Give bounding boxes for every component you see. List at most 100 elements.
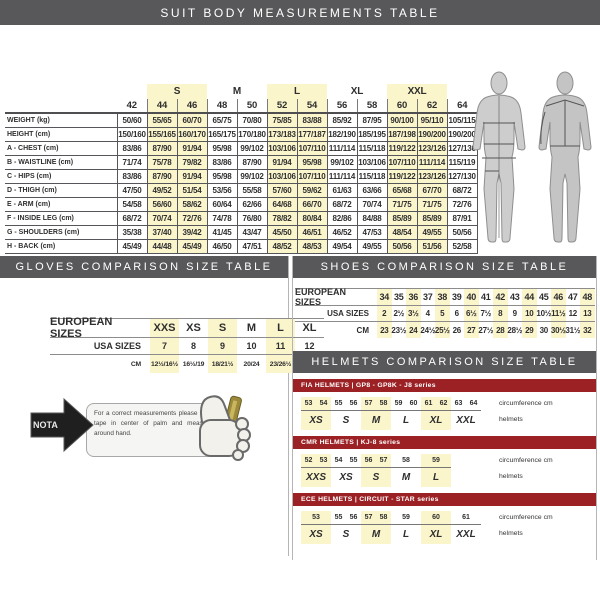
suit-cell: 85/92 [326,112,358,128]
suit-cell: 185/195 [356,127,388,142]
gloves-row-label: CM [130,360,141,368]
helmet-size-label: L [432,472,440,483]
suit-cell: 51/56 [416,239,448,254]
gloves-cell: 18/21½ [208,355,237,373]
suit-table-row: E - ARM (cm) 54/58 56/60 58/62 60/64 62/66 64/… [5,197,478,212]
gloves-cell: 9 [208,338,237,355]
suit-cell: 58/62 [176,197,208,212]
shoes-cell: 11½ [551,306,566,322]
suit-size-header: 52 [266,99,297,114]
shoes-cell: 5 [435,306,450,322]
suit-table-row: HEIGHT (cm) 150/160 155/165 160/170 165/175 1… [5,127,478,142]
shoes-cell: 25½ [435,322,450,338]
helmet-size-label: M [371,415,381,426]
shoes-cell: 35 [391,288,406,306]
circumference-cm-label: circumference cm [499,400,553,407]
helmet-circumference-values: 60 [421,511,451,525]
helmet-circumference-value: 53 [319,457,328,464]
suit-cell: 160/170 [176,127,208,142]
helmet-circumference-value: 60 [409,400,418,407]
helmet-circumference-values: 55 56 [331,511,361,525]
helmet-size-label: L [402,529,410,540]
shoes-cell: 3½ [406,306,421,322]
shoes-cell: 8 [493,306,508,322]
shoes-cell: 13 [580,306,595,322]
helmet-size-group: 60 XL [421,511,451,544]
shoes-cell: 32 [580,322,595,338]
helmet-size-group: 55 56 S [331,397,361,430]
helmet-circumference-value: 64 [469,400,478,407]
suit-cell: 87/95 [356,112,388,128]
shoes-cell: 27½ [478,325,494,335]
suit-cell: 173/183 [266,127,298,142]
suit-cell: 95/98 [206,141,238,156]
suit-size-header: 58 [356,99,387,114]
gloves-cell: 12½/16½ [150,355,179,373]
helmet-circumference-values: 57 58 [361,511,391,525]
shoes-cell: 9 [507,306,522,322]
shoes-cell: 31½ [565,325,581,335]
suit-cell: 87/90 [236,155,268,170]
helmet-size-label: S [342,415,350,426]
gloves-cell: XS [179,318,208,338]
suit-group-label: S [147,84,207,99]
thumbs-up-hand-icon [199,395,251,461]
helmet-circumference-value: 61 [424,400,433,407]
gloves-table-header-bar: GLOVES COMPARISON SIZE TABLE [0,256,288,278]
helmet-circumference-values: 59 [421,454,451,468]
helmet-circumference-value: 56 [364,457,373,464]
suit-cell: 111/114 [326,141,358,156]
suit-cell: 91/94 [266,155,298,170]
gloves-cell: 16½/19 [182,360,205,368]
helmet-circumference-value: 56 [349,400,358,407]
helmet-circumference-values: 59 [391,511,421,525]
helmet-size-group: 54 55 XS [331,454,361,487]
suit-cell: 84/88 [356,211,388,226]
suit-cell: 170/180 [236,127,268,142]
helmet-size-label: XS [309,529,323,540]
shoes-cell: 23 [377,322,392,338]
suit-table: S M L XL XXL 42 44 46 48 50 52 54 56 58 60 62 64 WEIGHT (… [5,84,478,254]
gloves-cell: L [266,318,295,338]
suit-row-label: D - THIGH (cm) [5,183,118,198]
gloves-cell: M [237,318,266,338]
circumference-cm-label: circumference cm [499,514,553,521]
suit-cell: 47/51 [236,239,268,254]
suit-cell: 72/76 [176,211,208,226]
shoes-cell: 43 [507,288,522,306]
body-back-figure-icon [532,70,598,252]
suit-cell: 75/85 [266,112,298,128]
helmet-circumference-values: 61 62 [421,397,451,411]
helmet-size-group: 57 58 M [361,511,391,544]
helmet-circumference-value: 63 [454,400,463,407]
suit-size-header: 50 [236,99,267,114]
shoes-cell: 45 [536,288,551,306]
suit-cell: 82/86 [326,211,358,226]
shoes-cell: 2 [377,306,392,322]
shoes-cell: 29 [522,322,537,338]
helmet-circumference-value: 54 [319,400,328,407]
helmet-size-group: 59 60 L [391,397,421,430]
suit-cell: 182/190 [326,127,358,142]
suit-cell: 67/70 [416,183,448,198]
suit-cell: 50/60 [116,112,148,128]
helmet-size-label: S [372,472,380,483]
gloves-cell: 8 [179,338,208,355]
helmet-size-group: 63 64 XXL [451,397,481,430]
helmet-circumference-value: 58 [402,457,410,464]
helmet-size-group: 53 54 XS [301,397,331,430]
shoes-cell: 28 [493,322,508,338]
shoes-cell: 47 [565,288,580,306]
suit-cell: 99/102 [236,141,268,156]
helmet-section-header: FIA HELMETS | GP8 - GP8K - J8 series [293,379,596,392]
suit-cell: 165/175 [206,127,238,142]
helmet-circumference-values: 58 [391,454,421,468]
suit-cell: 35/38 [116,225,148,240]
suit-cell: 85/89 [386,211,418,226]
suit-cell: 63/66 [356,183,388,198]
suit-cell: 95/98 [206,169,238,184]
gloves-cell: XXS [150,318,179,338]
helmet-circumference-value: 59 [402,514,410,521]
suit-cell: 85/89 [416,211,448,226]
